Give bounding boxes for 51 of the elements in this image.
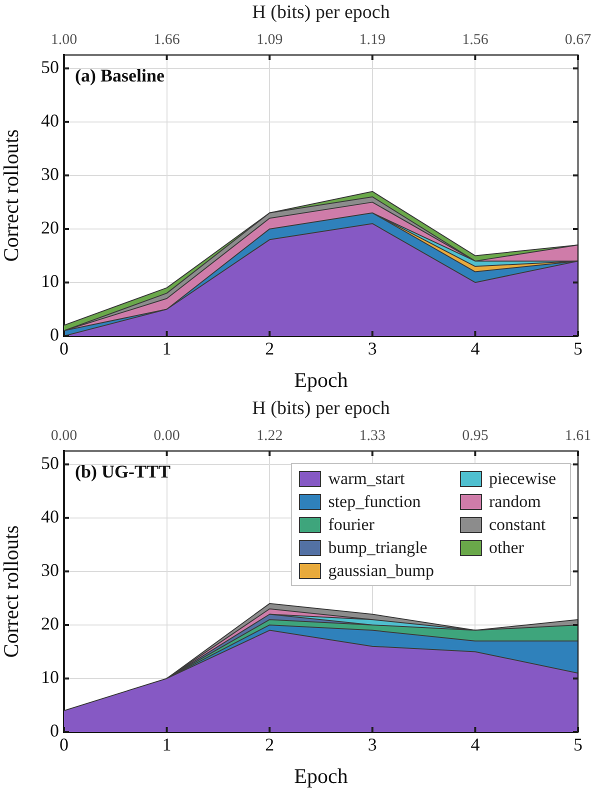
legend-label: bump_triangle: [328, 538, 428, 558]
x-tick-label: 1: [162, 338, 172, 359]
y-tick-label: 30: [41, 164, 59, 184]
text: 0.00: [154, 428, 180, 444]
legend-label: piecewise: [488, 469, 556, 489]
y-tick-label: 10: [41, 271, 59, 292]
legend-label: gaussian_bump: [328, 561, 434, 581]
text: 1.19: [359, 32, 386, 48]
x-tick-label: 3: [368, 338, 377, 359]
text: (a) Baseline: [75, 66, 164, 86]
text: 0.00: [50, 428, 78, 444]
y-tick-label: 0: [50, 720, 59, 741]
x-axis-title: Epoch: [294, 368, 348, 392]
legend-label: fourier: [328, 515, 374, 535]
y-axis-title: Correct rollouts: [0, 129, 24, 262]
text: 1.09: [256, 32, 283, 48]
y-tick-label: 40: [41, 110, 59, 131]
legend-label: other: [488, 538, 524, 558]
legend-label: random: [488, 492, 541, 512]
text: 1.22: [256, 428, 283, 444]
x-tick-label: 5: [574, 338, 582, 359]
x-tick-label: 2: [265, 338, 274, 359]
x-tick-label: 1: [162, 734, 172, 755]
y-tick-label: 30: [41, 560, 59, 580]
x-tick-label: 5: [574, 734, 582, 755]
x-axis-title: Epoch: [294, 764, 348, 788]
x-tick-label: 2: [265, 734, 274, 755]
text: (b) UG-TTT: [75, 462, 171, 482]
x-tick-label: 4: [470, 734, 480, 755]
text: 1.56: [462, 32, 489, 48]
y-tick-label: 0: [50, 324, 59, 345]
legend-label: step_function: [328, 492, 421, 512]
text: 0.67: [564, 32, 592, 48]
y-axis-title: Correct rollouts: [0, 525, 24, 658]
legend-label: warm_start: [328, 469, 405, 489]
y-tick-label: 10: [41, 667, 59, 688]
text: 1.33: [359, 428, 386, 444]
text: 1.61: [564, 428, 592, 444]
text: 1.00: [50, 32, 78, 48]
x-tick-label: 3: [368, 734, 377, 755]
x2-axis-title: H (bits) per epoch: [252, 2, 390, 23]
y-tick-label: 50: [41, 453, 59, 474]
x-tick-label: 4: [470, 338, 480, 359]
y-tick-label: 20: [41, 218, 59, 238]
legend-label: constant: [488, 515, 546, 535]
y-tick-label: 50: [41, 57, 59, 78]
text: 0.95: [462, 428, 488, 444]
y-tick-label: 20: [41, 614, 59, 634]
text: 1.66: [154, 32, 180, 48]
x2-axis-title: H (bits) per epoch: [252, 398, 390, 419]
y-tick-label: 40: [41, 506, 59, 527]
